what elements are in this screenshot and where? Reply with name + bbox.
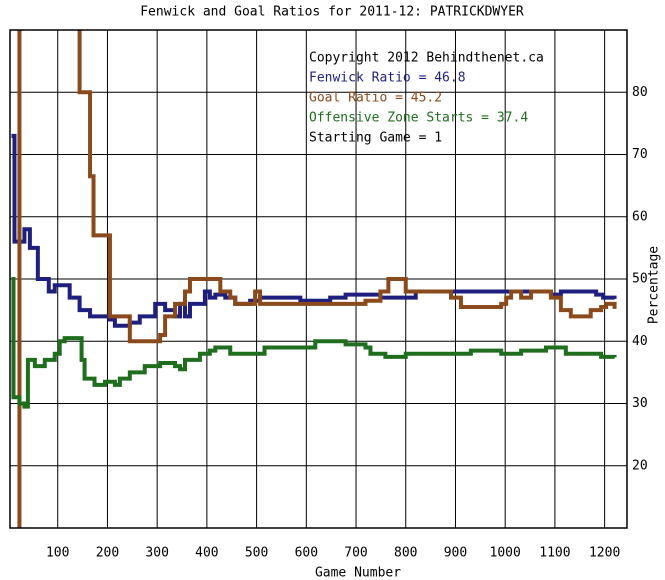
annotation: Copyright 2012 Behindthenet.ca bbox=[309, 51, 544, 66]
data-line bbox=[17, 30, 617, 528]
y-tick-label: 80 bbox=[632, 85, 648, 100]
plot-lines bbox=[11, 30, 617, 528]
y-tick-label: 30 bbox=[632, 396, 648, 411]
x-tick-label: 600 bbox=[295, 546, 318, 561]
x-tick-label: 1200 bbox=[589, 546, 620, 561]
x-tick-label: 200 bbox=[96, 546, 119, 561]
x-tick-label: 400 bbox=[195, 546, 218, 561]
x-tick-label: 100 bbox=[46, 546, 69, 561]
x-tick-label: 1000 bbox=[490, 546, 521, 561]
chart-title: Fenwick and Goal Ratios for 2011-12: PAT… bbox=[140, 5, 524, 20]
annotation: Offensive Zone Starts = 37.4 bbox=[309, 111, 528, 126]
x-tick-label: 500 bbox=[245, 546, 268, 561]
plot-frame bbox=[9, 29, 628, 529]
labels: 20 30 40 50 60 70 80 100 200 300 400 500 600 700 800 90… bbox=[46, 51, 648, 561]
x-axis-label: Game Number bbox=[315, 566, 401, 580]
y-tick-label: 60 bbox=[632, 209, 648, 224]
x-tick-label: 800 bbox=[394, 546, 417, 561]
y-tick-label: 70 bbox=[632, 147, 648, 162]
x-tick-label: 300 bbox=[145, 546, 168, 561]
y-tick-label: 50 bbox=[632, 272, 648, 287]
y-tick-label: 20 bbox=[632, 458, 648, 473]
annotation: Starting Game = 1 bbox=[309, 131, 442, 146]
annotation: Goal Ratio = 45.2 bbox=[309, 91, 442, 106]
x-tick-label: 900 bbox=[444, 546, 467, 561]
annotation: Fenwick Ratio = 46.8 bbox=[309, 71, 466, 86]
x-tick-label: 700 bbox=[344, 546, 367, 561]
data-line bbox=[11, 277, 617, 409]
grid bbox=[10, 30, 627, 528]
y-tick-label: 40 bbox=[632, 334, 648, 349]
x-tick-label: 1100 bbox=[539, 546, 570, 561]
y-axis-label: Percentage bbox=[647, 246, 662, 324]
